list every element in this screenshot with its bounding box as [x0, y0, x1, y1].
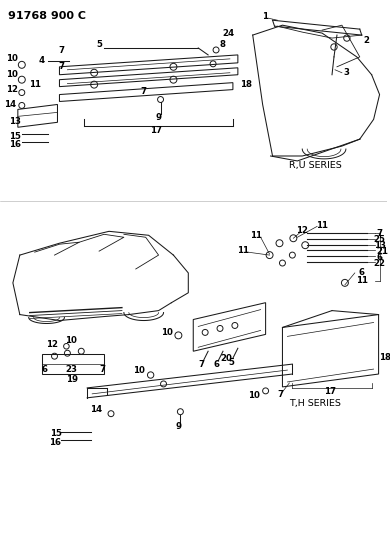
Text: 19: 19 — [66, 375, 78, 384]
Text: 7: 7 — [376, 229, 383, 238]
Text: 12: 12 — [6, 85, 18, 94]
Text: 91768 900 C: 91768 900 C — [8, 11, 86, 21]
Text: 14: 14 — [90, 405, 102, 414]
Text: 6: 6 — [377, 253, 383, 262]
Text: 5: 5 — [96, 41, 102, 50]
Text: 17: 17 — [324, 387, 336, 397]
Text: 18: 18 — [379, 353, 390, 362]
Text: 9: 9 — [156, 113, 161, 122]
Text: 3: 3 — [344, 68, 350, 77]
Text: 7: 7 — [141, 87, 147, 96]
Text: 17: 17 — [151, 126, 163, 135]
Text: 24: 24 — [222, 29, 234, 38]
Text: 4: 4 — [39, 56, 45, 66]
Text: 23: 23 — [66, 365, 77, 374]
Text: 18: 18 — [240, 80, 252, 89]
Text: 15: 15 — [9, 132, 21, 141]
Text: 13: 13 — [9, 117, 21, 126]
Text: T,H SERIES: T,H SERIES — [289, 399, 341, 408]
Text: 11: 11 — [250, 231, 262, 240]
Text: 16: 16 — [50, 438, 62, 447]
Text: 7: 7 — [58, 46, 64, 55]
Text: 15: 15 — [50, 429, 62, 438]
Text: 10: 10 — [66, 336, 77, 345]
Text: 11: 11 — [237, 246, 249, 255]
Text: 11: 11 — [356, 277, 368, 285]
Text: R,U SERIES: R,U SERIES — [289, 161, 342, 171]
Text: 6: 6 — [42, 365, 48, 374]
Text: 11: 11 — [29, 80, 41, 89]
Text: 11: 11 — [316, 221, 328, 230]
Text: 14: 14 — [4, 100, 16, 109]
Text: 7: 7 — [277, 390, 284, 399]
Text: 7: 7 — [198, 360, 204, 369]
Text: 25: 25 — [374, 235, 386, 244]
Text: 1: 1 — [262, 12, 268, 21]
Text: 6: 6 — [359, 269, 365, 278]
Text: 7: 7 — [99, 365, 105, 374]
Text: 21: 21 — [377, 247, 388, 256]
Text: 10: 10 — [161, 328, 172, 337]
Text: 13: 13 — [374, 241, 386, 249]
Text: 6: 6 — [213, 360, 219, 369]
Text: 10: 10 — [248, 391, 260, 400]
Text: 10: 10 — [6, 70, 18, 79]
Text: 22: 22 — [374, 259, 386, 268]
Text: 8: 8 — [220, 41, 226, 50]
Text: 20: 20 — [220, 354, 232, 362]
Text: 16: 16 — [9, 140, 21, 149]
Text: 9: 9 — [176, 422, 181, 431]
Text: 7: 7 — [58, 62, 64, 71]
Text: 5: 5 — [228, 358, 234, 367]
Text: 10: 10 — [133, 366, 145, 375]
Text: 12: 12 — [296, 226, 308, 235]
Text: 2: 2 — [364, 36, 370, 45]
Text: 10: 10 — [6, 54, 18, 63]
Text: 12: 12 — [46, 340, 58, 349]
